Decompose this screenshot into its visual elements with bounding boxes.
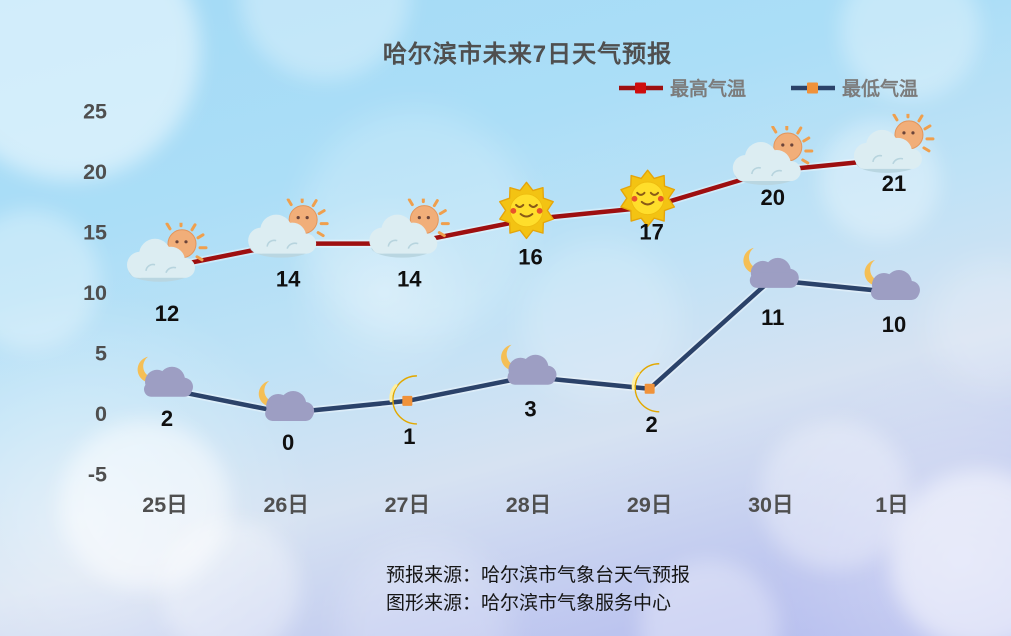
max-temp-line-marker-icon: [619, 82, 663, 93]
min-temp-marker: [644, 383, 655, 394]
x-axis-tick-label: 26日: [263, 493, 308, 517]
min-temp-value: 3: [524, 397, 536, 422]
min-temp-value: 2: [161, 406, 173, 431]
cloud-moon-icon: [137, 356, 193, 397]
y-axis-tick-label: -5: [88, 463, 107, 487]
max-temp-value: 17: [639, 219, 663, 244]
legend-item-min-temp: 最低气温: [790, 74, 918, 101]
cloud-sun-icon: [367, 198, 450, 260]
cloud-moon-icon: [864, 260, 920, 300]
min-temp-marker: [402, 395, 413, 406]
min-temp-value: 1: [403, 424, 415, 449]
series-line-glow: [164, 275, 893, 417]
min-temp-line: [164, 277, 893, 416]
x-axis-tick-label: 27日: [385, 493, 430, 517]
y-axis-tick-label: 10: [83, 281, 107, 305]
cloud-sun-icon: [731, 126, 814, 187]
bokeh-circle: [760, 420, 910, 570]
cloud-moon-icon: [258, 381, 315, 421]
sun-icon: [619, 169, 676, 228]
cloud-moon-icon: [743, 247, 799, 288]
y-axis-tick-label: 5: [95, 342, 107, 366]
x-axis-tick-label: 25日: [142, 493, 187, 517]
y-axis-tick-label: 20: [83, 160, 107, 184]
bokeh-circle: [160, 520, 300, 636]
y-axis-tick-label: 15: [83, 221, 107, 245]
bokeh-circle: [60, 420, 230, 590]
min-temp-line-marker-icon: [791, 82, 836, 93]
max-temp-value: 16: [518, 244, 542, 269]
max-temp-value: 12: [155, 301, 179, 326]
graphic-source-line: 图形来源：哈尔滨市气象服务中心: [386, 593, 672, 614]
cloud-sun-icon: [852, 113, 935, 175]
legend-label-max-temp: 最高气温: [670, 79, 747, 100]
forecast-source-line: 预报来源：哈尔滨市气象台天气预报: [386, 565, 691, 586]
legend-item-max-temp: 最高气温: [618, 74, 746, 101]
min-temp-value: 11: [761, 305, 784, 330]
min-temp-value: 10: [882, 312, 906, 337]
x-axis-tick-label: 30日: [748, 493, 793, 517]
source-info: 预报来源：哈尔滨市气象台天气预报 图形来源：哈尔滨市气象服务中心: [386, 562, 690, 618]
x-axis-tick-label: 1日: [875, 493, 908, 517]
x-axis-tick-label: 29日: [627, 493, 672, 517]
cloud-sun-icon: [125, 222, 208, 284]
chart-legend: 最高气温 最低气温: [618, 74, 918, 101]
min-temp-value: 0: [282, 430, 294, 455]
page-title: 哈尔滨市未来7日天气预报: [382, 41, 673, 68]
y-axis-tick-label: 0: [95, 402, 107, 426]
x-axis-tick-label: 28日: [506, 493, 551, 517]
cloud-sun-icon: [246, 198, 329, 260]
legend-label-min-temp: 最低气温: [842, 79, 919, 100]
min-temp-value: 2: [646, 412, 658, 437]
max-temp-value: 14: [276, 267, 301, 292]
max-temp-value: 21: [882, 171, 906, 196]
cloud-moon-icon: [501, 344, 557, 385]
sun-icon: [498, 181, 555, 240]
y-axis-tick-label: 25: [83, 100, 107, 124]
max-temp-value: 14: [397, 267, 422, 292]
max-temp-value: 20: [761, 185, 785, 210]
